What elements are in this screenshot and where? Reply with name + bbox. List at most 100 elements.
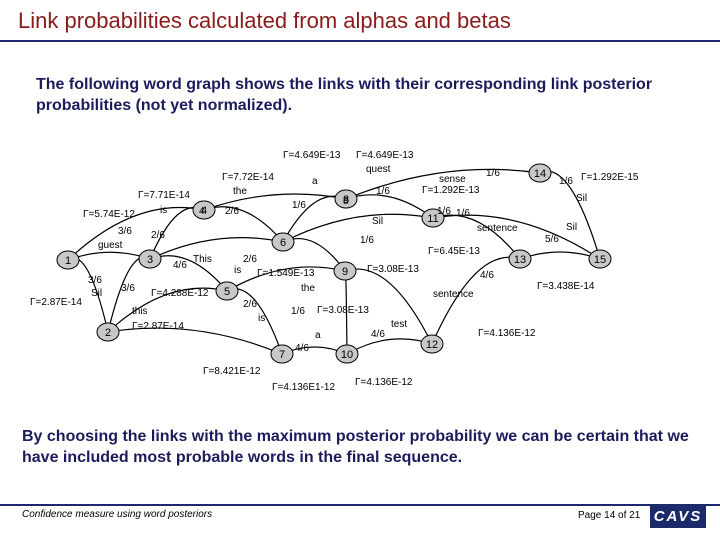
page-number: Page 14 of 21 <box>578 510 641 521</box>
graph-label-55: 5/6 <box>545 234 559 245</box>
node-2: 2 <box>96 322 120 342</box>
svg-text:11: 11 <box>427 213 438 225</box>
edge-5-9 <box>226 266 346 292</box>
graph-label-57: sentence <box>433 289 474 300</box>
graph-label-30: 3/6 <box>121 283 135 294</box>
graph-label-39: a <box>315 330 321 341</box>
node-11: 11 <box>421 208 445 228</box>
node-3: 3 <box>138 249 162 269</box>
edge-4-6 <box>203 206 284 243</box>
node-8: 8 <box>334 189 358 209</box>
graph-label-33: this <box>132 306 148 317</box>
svg-text:9: 9 <box>342 266 348 278</box>
graph-label-41: test <box>391 319 407 330</box>
edge-2-5 <box>107 287 228 333</box>
graph-label-21: This <box>193 254 212 265</box>
graph-label-15: Sil <box>372 216 383 227</box>
graph-label-12: 2/6 <box>225 206 239 217</box>
graph-label-1: Γ=4.649E-13 <box>356 150 414 161</box>
graph-label-31: Γ=4.288E-12 <box>151 288 209 299</box>
graph-label-6: Γ=7.71E-14 <box>138 190 190 201</box>
svg-text:8: 8 <box>343 194 349 206</box>
graph-label-2: quest <box>366 164 391 175</box>
graph-label-32: Γ=2.87E-14 <box>30 297 82 308</box>
graph-label-38: Γ=3.08E-13 <box>317 305 369 316</box>
graph-label-14: 3/6 <box>118 226 132 237</box>
graph-label-36: is <box>258 313 265 324</box>
graph-label-56: 4/6 <box>480 270 494 281</box>
graph-label-52: 1/6 <box>456 208 470 219</box>
svg-text:12: 12 <box>426 339 438 351</box>
graph-label-20: Γ=6.45E-13 <box>428 246 480 257</box>
graph-label-47: 1/6 <box>486 168 500 179</box>
graph-label-37: 1/6 <box>291 306 305 317</box>
graph-label-48: Γ=1.292E-13 <box>422 185 480 196</box>
node-6: 6 <box>271 232 295 252</box>
edge-13-15 <box>519 251 601 260</box>
svg-text:14: 14 <box>534 168 546 180</box>
graph-label-27: the <box>301 283 315 294</box>
graph-label-18: guest <box>98 240 123 251</box>
graph-label-42: 4/6 <box>371 329 385 340</box>
node-12: 12 <box>420 334 444 354</box>
edge-3-6 <box>149 237 284 260</box>
graph-label-51: Sil <box>576 193 587 204</box>
footer-divider <box>0 504 720 506</box>
graph-label-16: 2/6 <box>151 230 165 241</box>
edge-3-5 <box>149 255 228 292</box>
graph-label-26: Γ=3.08E-13 <box>367 264 419 275</box>
graph-label-24: is <box>234 265 241 276</box>
graph-label-9: 8 <box>343 196 349 207</box>
graph-label-13: Γ=5.74E-12 <box>83 209 135 220</box>
graph-label-25: Γ=1.549E-13 <box>257 268 315 279</box>
graph-label-50: Γ=1.292E-15 <box>581 172 639 183</box>
graph-label-22: 2/6 <box>243 254 257 265</box>
graph-label-8: 1/6 <box>292 200 306 211</box>
edge-2-7 <box>107 327 283 355</box>
graph-label-58: Γ=3.438E-14 <box>537 281 595 292</box>
graph-label-34: Γ=2.87E-14 <box>132 321 184 332</box>
svg-text:7: 7 <box>279 349 285 361</box>
graph-label-7: 1/6 <box>376 186 390 197</box>
graph-label-44: Γ=4.136E1-12 <box>272 382 335 393</box>
edge-6-11 <box>282 213 434 243</box>
svg-text:10: 10 <box>341 349 353 361</box>
graph-label-19: 1/6 <box>437 206 451 217</box>
intro-text: The following word graph shows the links… <box>36 76 653 114</box>
node-9: 9 <box>333 261 357 281</box>
edge-10-12 <box>346 338 433 355</box>
svg-text:15: 15 <box>594 254 606 266</box>
graph-label-54: Sil <box>566 222 577 233</box>
svg-text:4: 4 <box>201 205 207 217</box>
node-14: 14 <box>528 163 552 183</box>
conclusion-text: By choosing the links with the maximum p… <box>22 428 689 466</box>
page-title: Link probabilities calculated from alpha… <box>18 8 511 33</box>
graph-label-11: 4 <box>199 206 205 217</box>
node-1: 1 <box>56 250 80 270</box>
graph-label-46: sense <box>439 174 466 185</box>
edge-8-14 <box>345 168 541 200</box>
graph-label-59: Γ=4.136E-12 <box>478 328 536 339</box>
footer-caption: Confidence measure using word posteriors <box>22 509 213 520</box>
node-10: 10 <box>335 344 359 364</box>
graph-label-53: sentence <box>477 223 518 234</box>
svg-text:5: 5 <box>224 286 230 298</box>
graph-label-35: 2/6 <box>243 299 257 310</box>
graph-label-45: Γ=4.136E-12 <box>355 377 413 388</box>
svg-text:1: 1 <box>65 255 71 267</box>
node-7: 7 <box>270 344 294 364</box>
title-divider <box>0 40 720 42</box>
graph-label-49: 1/6 <box>559 176 573 187</box>
node-13: 13 <box>508 249 532 269</box>
node-5: 5 <box>215 281 239 301</box>
graph-label-3: Γ=7.72E-14 <box>222 172 274 183</box>
node-15: 15 <box>588 249 612 269</box>
graph-label-10: is <box>160 205 167 216</box>
graph-label-29: Sil <box>91 288 102 299</box>
graph-label-17: 1/6 <box>360 235 374 246</box>
svg-text:2: 2 <box>105 327 111 339</box>
svg-text:6: 6 <box>280 237 286 249</box>
svg-text:13: 13 <box>514 254 526 266</box>
graph-label-43: Γ=8.421E-12 <box>203 366 261 377</box>
